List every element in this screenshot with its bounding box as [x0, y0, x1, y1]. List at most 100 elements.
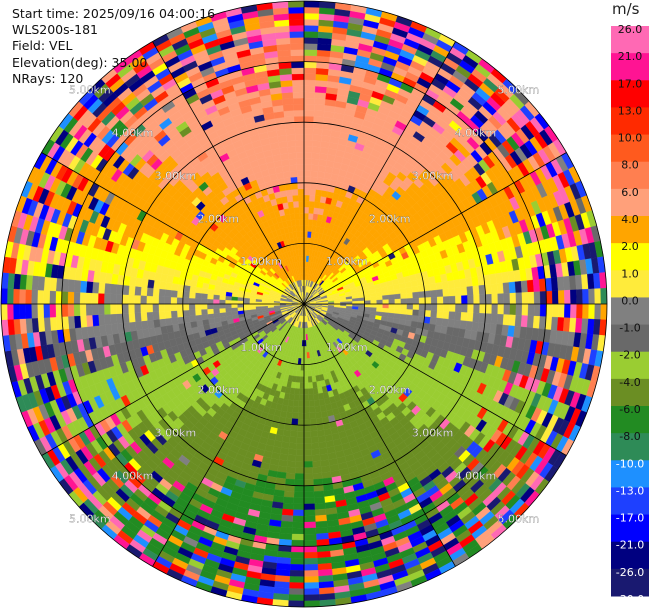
velocity-gate: [303, 219, 309, 226]
velocity-gate: [207, 313, 215, 320]
velocity-gate: [467, 303, 474, 314]
velocity-gate: [176, 310, 184, 318]
velocity-gate: [388, 294, 395, 300]
velocity-gate: [318, 398, 326, 406]
velocity-gate: [405, 286, 413, 294]
velocity-gate: [503, 303, 511, 315]
velocity-gate: [315, 526, 329, 535]
velocity-gate: [550, 277, 559, 292]
velocity-gate: [443, 303, 450, 312]
velocity-gate: [303, 406, 310, 414]
velocity-gate: [310, 164, 319, 172]
velocity-gate: [317, 429, 326, 437]
velocity-gate: [303, 140, 313, 147]
velocity-gate: [298, 400, 305, 408]
velocity-gate: [564, 303, 571, 319]
velocity-gate: [85, 281, 94, 294]
velocity-gate: [292, 509, 305, 517]
velocity-gate: [170, 289, 178, 298]
velocity-gate: [287, 448, 297, 456]
velocity-gate: [388, 308, 395, 314]
velocity-gate: [460, 312, 468, 322]
velocity-gate: [308, 388, 314, 395]
velocity-gate: [496, 313, 504, 326]
velocity-gate: [358, 300, 365, 305]
velocity-gate: [207, 293, 214, 300]
velocity-gate: [308, 213, 314, 220]
velocity-gate: [309, 194, 316, 202]
velocity-gate: [303, 515, 316, 523]
velocity-gate: [303, 376, 309, 383]
velocity-gate: [170, 303, 178, 312]
velocity-gate: [134, 312, 142, 322]
velocity-gate: [508, 314, 516, 327]
velocity-gate: [448, 311, 456, 321]
velocity-gate: [303, 182, 311, 190]
velocity-gate: [73, 279, 82, 293]
velocity-gate: [430, 296, 438, 305]
velocity-gate: [303, 128, 314, 135]
velocity-gate: [219, 303, 226, 309]
velocity-gate: [303, 103, 315, 111]
velocity-gate: [294, 382, 301, 389]
velocity-gate: [303, 455, 313, 462]
velocity-gate: [303, 79, 316, 87]
velocity-gate: [582, 288, 589, 305]
velocity-gate: [294, 388, 300, 395]
velocity-gate: [293, 394, 300, 401]
velocity-gate: [313, 399, 321, 407]
velocity-gate: [303, 600, 321, 608]
velocity-gate: [376, 299, 383, 305]
velocity-gate: [430, 289, 438, 298]
velocity-gate: [299, 388, 305, 396]
velocity-gate: [303, 43, 318, 50]
velocity-gate: [311, 158, 320, 166]
velocity-gate: [453, 319, 461, 329]
velocity-gate: [394, 298, 402, 305]
velocity-gate: [49, 277, 58, 292]
velocity-gate: [281, 514, 294, 523]
velocity-gate: [312, 140, 322, 148]
velocity-gate: [19, 303, 26, 320]
velocity-gate: [370, 303, 377, 308]
velocity-gate: [436, 289, 444, 298]
velocity-gate: [303, 6, 320, 14]
velocity-gate: [467, 294, 474, 305]
velocity-gate: [291, 418, 299, 426]
velocity-gate: [276, 556, 291, 565]
velocity-gate: [424, 297, 432, 305]
velocity-gate: [317, 171, 326, 179]
velocity-gate: [287, 600, 305, 608]
velocity-gate: [243, 303, 250, 308]
velocity-gate: [317, 435, 326, 443]
velocity-gate: [147, 279, 155, 289]
velocity-gate: [300, 358, 305, 365]
velocity-gate: [152, 287, 160, 297]
velocity-gate: [289, 576, 305, 583]
velocity-gate: [73, 291, 81, 305]
velocity-gate: [170, 296, 178, 305]
velocity-gate: [159, 318, 167, 327]
velocity-gate: [55, 290, 63, 305]
velocity-gate: [564, 289, 571, 305]
velocity-gate: [300, 370, 305, 377]
velocity-gate: [164, 303, 172, 312]
velocity-gate: [311, 375, 317, 383]
velocity-gate: [314, 508, 327, 516]
velocity-gate: [376, 295, 383, 301]
velocity-gate: [394, 293, 401, 300]
velocity-gate: [285, 472, 296, 480]
velocity-gate: [503, 293, 511, 305]
velocity-gate: [314, 195, 322, 203]
velocity-gate: [310, 436, 319, 444]
velocity-gate: [588, 288, 596, 305]
velocity-gate: [49, 316, 58, 331]
velocity-gate: [73, 303, 81, 317]
velocity-gate: [411, 285, 419, 293]
velocity-gate: [588, 303, 596, 320]
velocity-gate: [436, 303, 444, 312]
velocity-gate: [526, 279, 535, 293]
velocity-gate: [182, 303, 190, 311]
velocity-gate: [303, 491, 315, 499]
